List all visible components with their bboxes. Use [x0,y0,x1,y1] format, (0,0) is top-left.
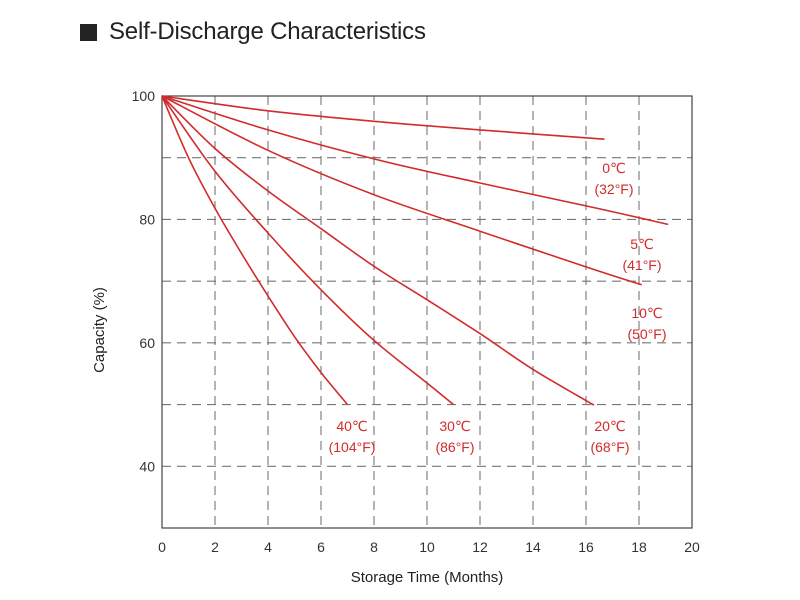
series-labels: 0℃ (32°F) 5℃ (41°F) 10℃ (50°F) 20℃ (68°F) 30℃ (86… [329,160,667,455]
series-lines [161,95,669,406]
series-line [161,95,605,140]
series-line [161,95,349,406]
chart-title-text: Self-Discharge Characteristics [109,18,426,45]
series-line [161,95,669,226]
series-label-fahrenheit: (32°F) [594,181,633,197]
x-tick-label: 8 [370,539,378,555]
series-label-fahrenheit: (50°F) [627,326,666,342]
series-label-celsius: 0℃ [602,160,626,176]
x-tick-label: 4 [264,539,272,555]
x-tick-label: 6 [317,539,325,555]
y-axis-label: Capacity (%) [91,287,108,373]
grid [162,96,692,528]
x-tick-label: 20 [684,539,700,555]
series-line [161,95,455,406]
x-tick-label: 18 [631,539,647,555]
title-square-icon [80,23,97,41]
x-axis-label: Storage Time (Months) [351,569,504,586]
series-line [161,95,595,406]
series-label-celsius: 20℃ [594,418,625,434]
plot-frame [161,95,693,529]
series-line [161,95,642,286]
x-tick-label: 12 [472,539,488,555]
series-label-celsius: 40℃ [336,418,367,434]
x-tick-label: 14 [525,539,541,555]
y-tick-label: 100 [132,88,156,104]
y-tick-label: 60 [139,335,155,351]
y-tick-label: 80 [139,211,155,227]
series-label-celsius: 5℃ [630,236,654,252]
series-label-celsius: 10℃ [631,305,662,321]
x-tick-label: 2 [211,539,219,555]
x-tick-label: 10 [419,539,435,555]
series-label-celsius: 30℃ [439,418,470,434]
series-label-fahrenheit: (86°F) [435,439,474,455]
x-tick-label: 0 [158,539,166,555]
y-tick-label: 40 [139,458,155,474]
x-tick-label: 16 [578,539,594,555]
series-label-fahrenheit: (68°F) [590,439,629,455]
axis-ticks: 0 2 4 6 8 10 12 14 16 18 20 40 60 80 100 [132,88,700,555]
series-label-fahrenheit: (41°F) [622,257,661,273]
chart-title: Self-Discharge Characteristics [80,16,426,48]
series-label-fahrenheit: (104°F) [329,439,376,455]
